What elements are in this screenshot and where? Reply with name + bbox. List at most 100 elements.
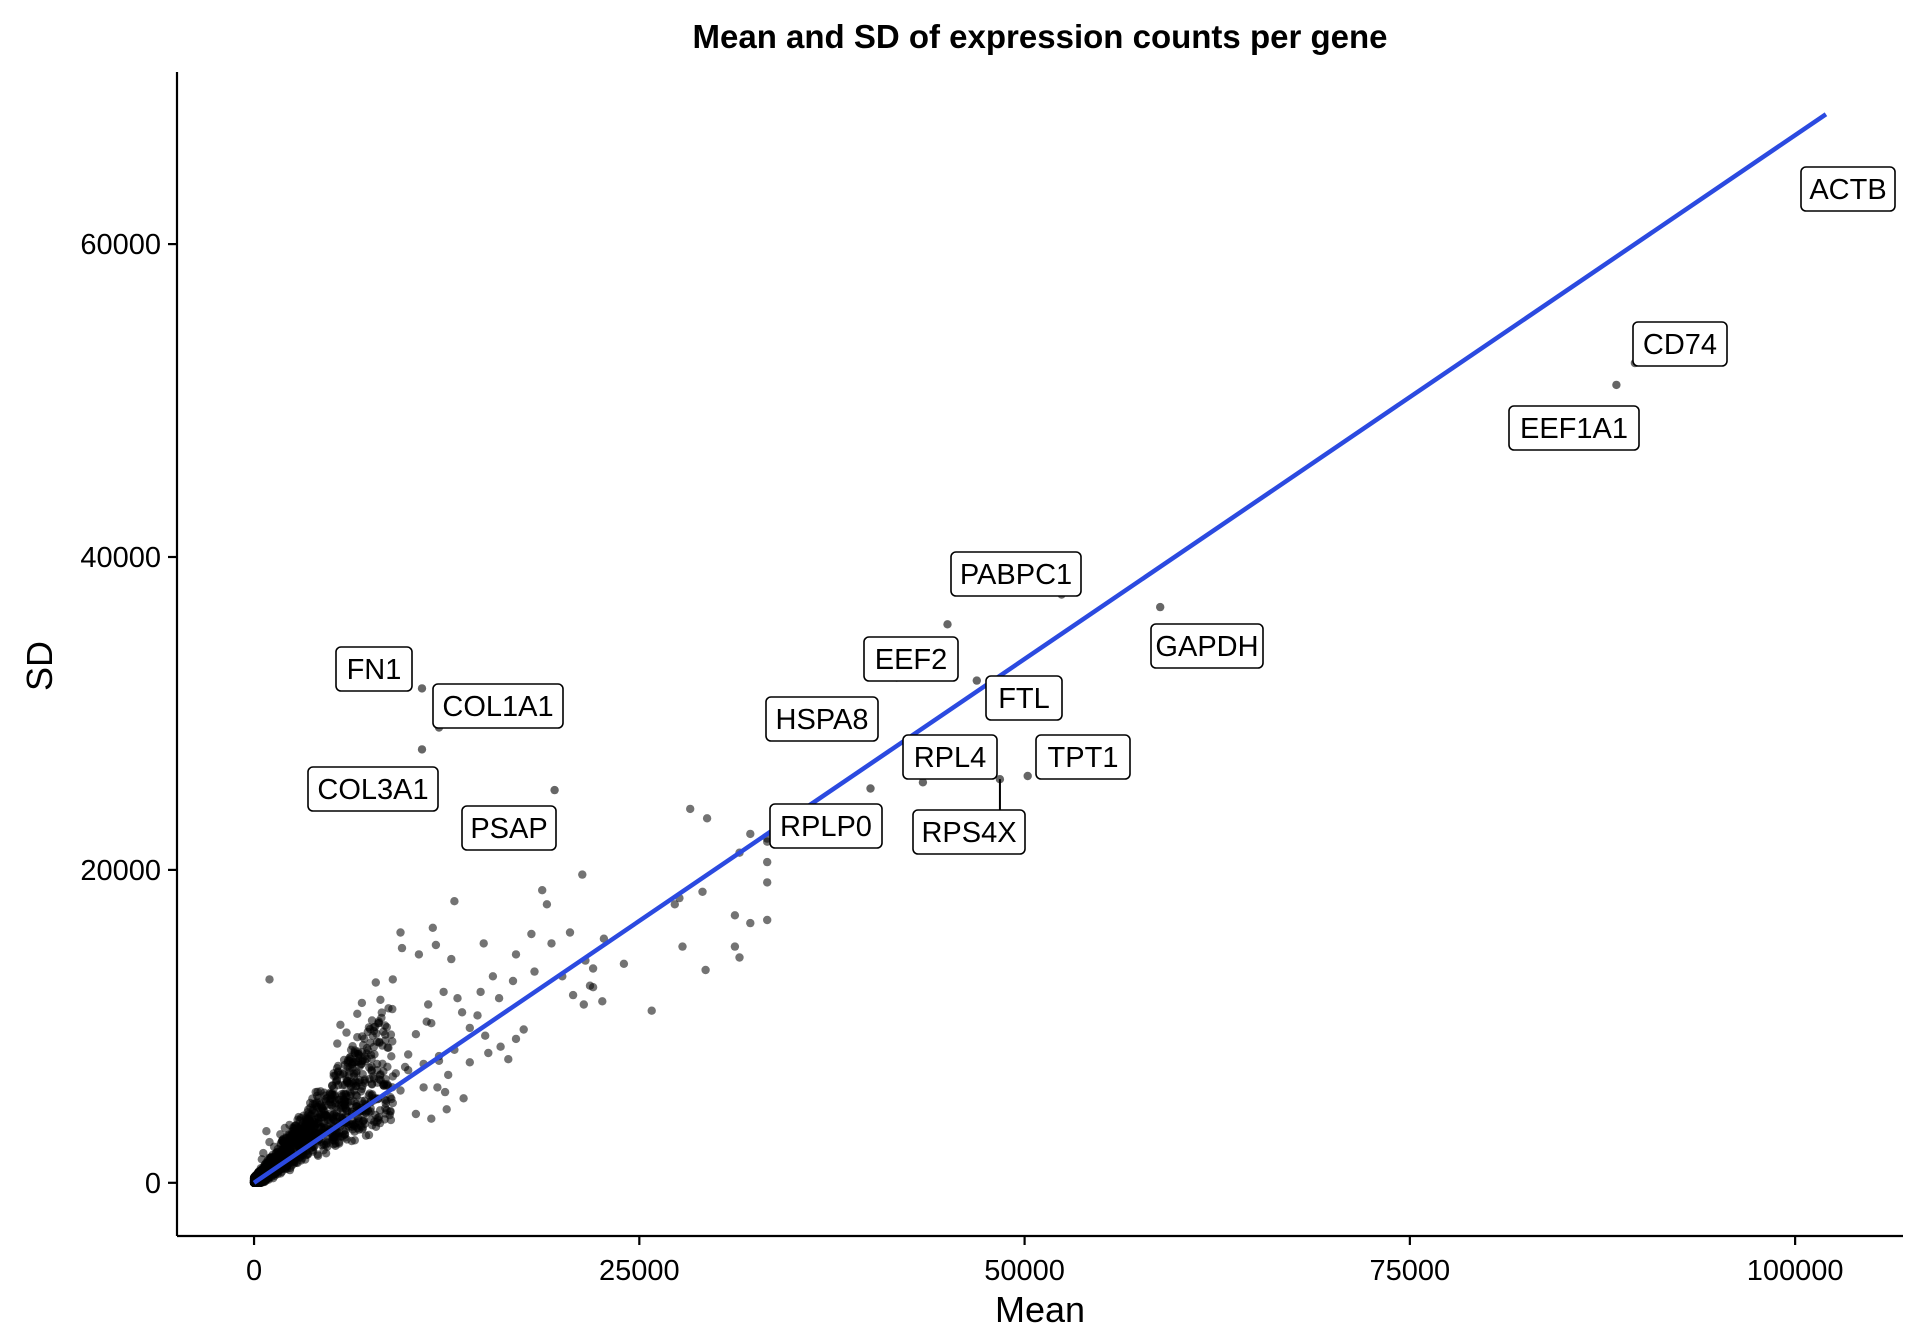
gene-label-text: EEF2	[875, 644, 948, 676]
data-point	[400, 1062, 410, 1072]
x-tick-label: 25000	[599, 1255, 680, 1287]
gene-label-box	[461, 805, 557, 851]
data-point	[735, 953, 744, 962]
data-point	[763, 915, 772, 925]
gene-label-box	[1508, 405, 1640, 451]
data-point	[579, 1000, 588, 1009]
data-point	[347, 1136, 356, 1146]
gene-label-text: PABPC1	[960, 559, 1072, 591]
data-point	[351, 1091, 361, 1100]
y-tick-label: 20000	[80, 855, 161, 887]
data-point	[465, 1023, 474, 1033]
data-point	[530, 967, 539, 976]
data-point	[295, 1116, 304, 1125]
gene-label-eef2: EEF2	[863, 636, 959, 682]
gene-label-box	[1150, 623, 1264, 669]
data-point	[585, 981, 595, 990]
gene-label-text: FTL	[998, 683, 1050, 715]
data-point	[414, 950, 424, 959]
gene-label-box	[432, 683, 564, 729]
gene-label-box	[863, 636, 959, 682]
data-point	[309, 1117, 318, 1127]
gene-label-text: RPL4	[914, 742, 987, 774]
data-point	[404, 1050, 413, 1059]
data-point	[427, 1114, 436, 1123]
data-point	[763, 878, 772, 887]
x-tick-label: 100000	[1747, 1255, 1844, 1287]
data-point	[265, 975, 274, 984]
data-point	[367, 1115, 376, 1125]
y-tick-label: 60000	[80, 229, 161, 261]
data-point	[321, 1111, 331, 1120]
data-point	[527, 929, 536, 939]
data-point	[333, 1075, 342, 1085]
gene-label-fn1: FN1	[335, 646, 413, 692]
data-point	[345, 1056, 354, 1066]
data-point	[367, 1080, 377, 1089]
data-point	[279, 1145, 289, 1154]
data-point	[300, 1122, 309, 1131]
data-point	[428, 923, 437, 932]
gene-label-text: PSAP	[470, 813, 547, 845]
data-point	[365, 1063, 374, 1072]
data-point	[337, 1090, 346, 1099]
gene-label-text: HSPA8	[776, 704, 869, 736]
gene-label-tpt1: TPT1	[1035, 734, 1131, 780]
data-point	[374, 1018, 384, 1028]
labeled-gene-point	[972, 676, 981, 685]
data-point	[377, 1008, 386, 1017]
labeled-gene-point	[417, 684, 427, 693]
data-point	[542, 900, 552, 909]
data-point	[730, 911, 740, 920]
gene-label-gapdh: GAPDH	[1150, 623, 1264, 669]
data-point	[329, 1133, 338, 1142]
data-point	[357, 1096, 367, 1106]
labeled-gene-point	[918, 778, 928, 787]
data-point	[286, 1140, 295, 1149]
gene-label-text: EEF1A1	[1520, 413, 1628, 445]
data-point	[355, 1078, 364, 1087]
data-point	[746, 829, 755, 839]
gene-label-box	[902, 734, 998, 780]
data-point	[504, 1055, 513, 1064]
gene-label-box	[1632, 321, 1728, 367]
data-point	[547, 939, 556, 948]
data-point	[457, 1008, 467, 1017]
data-point	[686, 804, 695, 814]
labeled-gene-point	[1023, 771, 1032, 781]
data-point	[359, 1040, 368, 1050]
data-point	[301, 1155, 310, 1164]
gene-label-rpl4: RPL4	[902, 734, 998, 780]
data-point	[262, 1127, 271, 1136]
data-point	[391, 1069, 400, 1078]
labeled-gene-point	[943, 620, 952, 629]
data-point	[371, 978, 380, 987]
data-point	[465, 1058, 474, 1067]
data-point	[366, 1038, 375, 1048]
data-point	[325, 1088, 334, 1098]
data-point	[440, 1087, 450, 1097]
gene-label-rps4x: RPS4X	[912, 779, 1026, 855]
data-point	[374, 1113, 384, 1122]
data-point	[476, 987, 485, 997]
gene-label-box	[769, 803, 883, 849]
gene-label-text: TPT1	[1048, 742, 1119, 774]
data-point	[444, 1070, 453, 1080]
data-point	[453, 994, 462, 1003]
data-point	[459, 1094, 468, 1103]
data-point	[647, 1006, 656, 1015]
gene-label-text: RPS4X	[921, 817, 1016, 849]
data-point	[313, 1087, 322, 1097]
data-point	[763, 857, 772, 867]
gene-label-col3a1: COL3A1	[307, 766, 439, 812]
data-point	[323, 1142, 332, 1151]
data-point	[340, 1096, 349, 1106]
data-point	[309, 1106, 318, 1115]
data-point	[353, 1009, 362, 1018]
data-point	[397, 943, 407, 953]
data-point	[314, 1094, 323, 1103]
data-point	[447, 954, 456, 964]
data-point	[321, 1149, 331, 1158]
data-point	[396, 1086, 405, 1095]
gene-label-eef1a1: EEF1A1	[1508, 405, 1640, 451]
